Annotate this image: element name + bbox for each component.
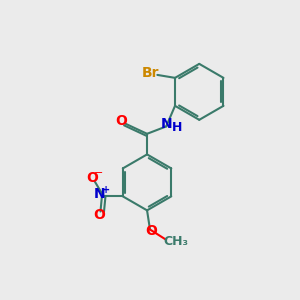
Text: H: H xyxy=(172,121,183,134)
Text: CH₃: CH₃ xyxy=(163,235,188,248)
Text: +: + xyxy=(102,185,110,196)
Text: O: O xyxy=(86,171,98,185)
Text: N: N xyxy=(94,187,105,201)
Text: O: O xyxy=(146,224,158,238)
Text: O: O xyxy=(93,208,105,222)
Text: N: N xyxy=(161,117,172,131)
Text: −: − xyxy=(94,168,103,178)
Text: Br: Br xyxy=(141,66,159,80)
Text: O: O xyxy=(116,114,128,128)
